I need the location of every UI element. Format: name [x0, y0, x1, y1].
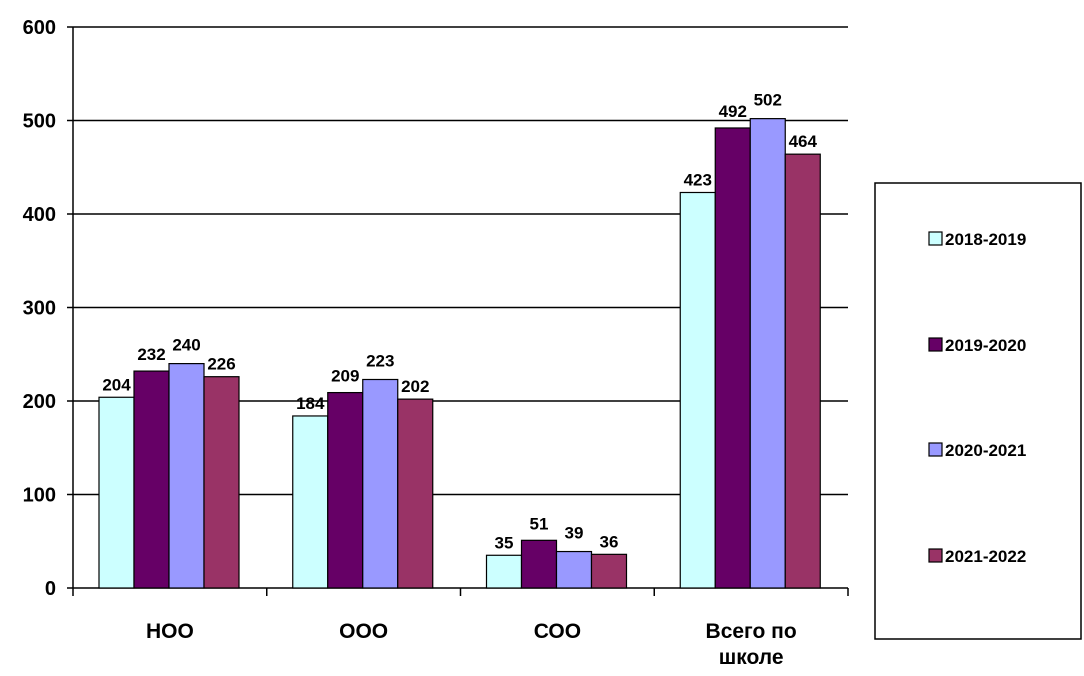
bar-2019-2020-НОО: [133, 370, 170, 589]
legend-swatch: [928, 442, 943, 457]
legend-swatch: [928, 337, 943, 352]
legend-label: 2021-2022: [945, 547, 1026, 566]
data-label: 202: [401, 377, 429, 396]
data-label: 226: [207, 355, 235, 374]
y-tick-label: 400: [23, 204, 56, 226]
data-label: 240: [172, 336, 200, 355]
data-label: 51: [530, 514, 549, 533]
legend-label: 2019-2020: [945, 336, 1026, 355]
legend-swatch: [928, 548, 943, 563]
legend-swatch: [928, 231, 943, 246]
data-label: 209: [331, 367, 359, 386]
bar-2019-2020-ООО: [327, 391, 364, 589]
y-tick-label: 300: [23, 298, 56, 320]
data-label: 36: [600, 532, 619, 551]
legend-box: [874, 182, 1082, 640]
y-tick-label: 100: [23, 485, 56, 507]
data-labels: 204 184 35 423 232 209 51 492 240 223 39 502 226 202 3…: [102, 91, 817, 553]
bar-2021-2022-СОО: [590, 553, 628, 589]
x-tick-label: НОО: [146, 620, 194, 643]
data-label: 502: [754, 91, 782, 110]
data-label: 39: [565, 524, 584, 543]
y-tick-label: 0: [45, 578, 56, 600]
bar-2020-2021-НОО: [168, 363, 205, 589]
data-label: 184: [296, 394, 325, 413]
bar-2020-2021-ООО: [362, 378, 399, 589]
y-tick-label: 500: [23, 111, 56, 133]
bar-2021-2022-Всего по школе: [784, 153, 821, 589]
x-tick-label: ООО: [339, 620, 388, 643]
bar-2019-2020-СОО: [520, 539, 558, 589]
data-label: 232: [137, 345, 165, 364]
bars: [98, 118, 821, 589]
data-label: 223: [366, 351, 394, 370]
y-tick-label: 200: [23, 391, 56, 413]
data-label: 464: [789, 132, 818, 151]
x-tick-label: Всего по школе: [706, 620, 797, 669]
bar-2021-2022-НОО: [203, 376, 240, 589]
bar-2018-2019-ООО: [292, 415, 329, 589]
y-tick-label: 600: [23, 17, 56, 39]
bar-2020-2021-Всего по школе: [749, 118, 786, 589]
bar-2018-2019-Всего по школе: [679, 191, 716, 589]
data-label: 204: [102, 375, 131, 394]
x-tick-label: СОО: [534, 620, 581, 643]
data-label: 35: [495, 533, 514, 552]
data-label: 423: [684, 170, 712, 189]
bar-2021-2022-ООО: [397, 398, 434, 589]
data-label: 492: [719, 102, 747, 121]
bar-2018-2019-СОО: [485, 554, 523, 589]
bar-2019-2020-Всего по школе: [714, 127, 751, 589]
legend-label: 2020-2021: [945, 441, 1026, 460]
legend: 2018-2019 2019-2020 2020-2021 2021-2022: [874, 182, 1082, 640]
bar-2018-2019-НОО: [98, 396, 135, 589]
bar-2020-2021-СОО: [555, 550, 593, 589]
legend-label: 2018-2019: [945, 230, 1026, 249]
